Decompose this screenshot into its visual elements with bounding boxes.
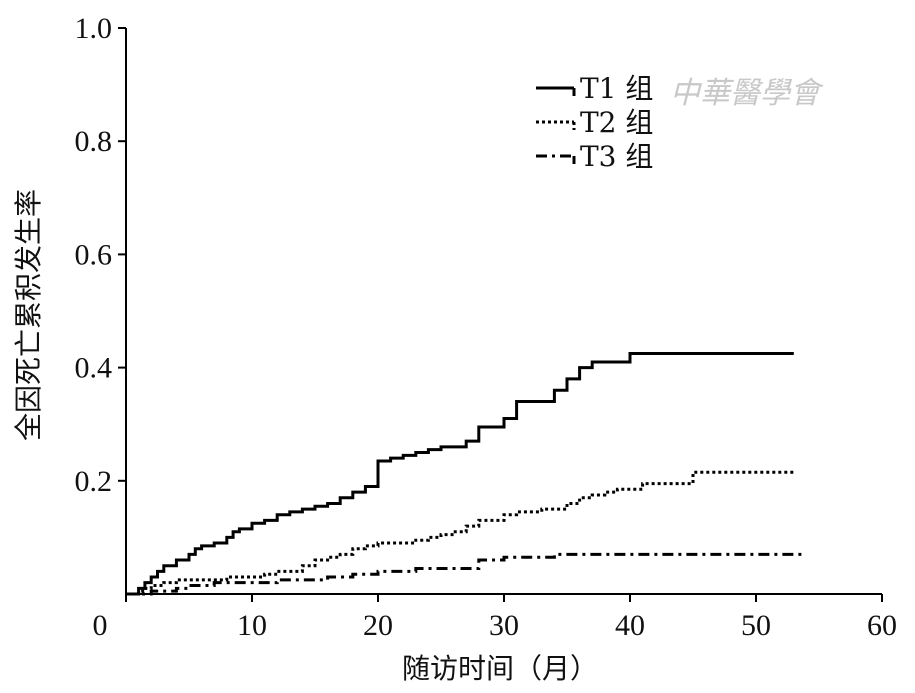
legend-label: T2 组: [580, 106, 653, 139]
y-tick-label: 0.8: [75, 125, 113, 158]
legend-label: T1 组: [580, 72, 653, 105]
y-tick-label: 0.6: [75, 238, 113, 271]
series-line-t2: [126, 470, 794, 596]
series-line-t1: [126, 351, 794, 596]
series-line-t3: [126, 552, 807, 596]
x-tick-label: 10: [237, 609, 267, 642]
x-axis-title: 随访时间（月）: [402, 652, 598, 685]
x-tick-label: 20: [363, 609, 393, 642]
series-lines: [126, 351, 807, 596]
y-tick-label: 0.4: [75, 352, 113, 385]
x-tick-label: 0: [93, 609, 108, 642]
legend-label: T3 组: [580, 140, 653, 173]
y-tick-label: 0.2: [75, 465, 113, 498]
y-axis-title: 全因死亡累积发生率: [12, 189, 45, 441]
watermark-text: 中華醫學會: [670, 76, 824, 111]
x-tick-label: 60: [867, 609, 897, 642]
x-tick-label: 40: [615, 609, 645, 642]
x-tick-label: 50: [741, 609, 771, 642]
y-tick-label: 1.0: [75, 12, 113, 45]
axes: [125, 28, 882, 595]
ticks: 0 10 20 30 40 50 60 0.2 0.4 0.6 0.8 1.0: [75, 12, 898, 642]
legend: T1 组T2 组T3 组: [536, 72, 653, 173]
x-tick-label: 30: [489, 609, 519, 642]
